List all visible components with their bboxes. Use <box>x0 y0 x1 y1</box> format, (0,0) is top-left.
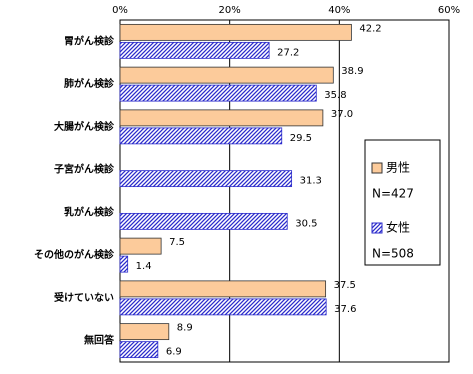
bar <box>119 237 162 255</box>
category-label: 子宮がん検診 <box>54 163 115 176</box>
legend-swatch <box>371 222 383 234</box>
legend-swatch <box>371 162 383 174</box>
bar <box>119 255 129 273</box>
value-label: 42.2 <box>359 23 381 34</box>
x-tick-label: 40% <box>328 5 350 16</box>
legend-note: N=427 <box>372 187 414 201</box>
value-label: 29.5 <box>290 133 312 144</box>
legend-label: 男性 <box>386 161 410 175</box>
value-label: 38.9 <box>341 66 363 77</box>
bar <box>119 341 159 359</box>
bar <box>119 280 327 298</box>
value-label: 35.8 <box>324 90 346 101</box>
value-label: 1.4 <box>136 261 152 272</box>
value-label: 37.6 <box>334 304 356 315</box>
bar <box>119 41 270 59</box>
value-label: 7.5 <box>169 237 185 248</box>
legend-note: N=508 <box>372 247 414 261</box>
bar <box>119 84 317 102</box>
x-tick-label: 20% <box>219 5 241 16</box>
bar <box>119 66 334 84</box>
category-label: 無回答 <box>84 334 115 347</box>
category-label: 受けていない <box>54 291 114 304</box>
value-label: 6.9 <box>166 347 182 358</box>
value-label: 37.0 <box>331 109 353 120</box>
legend-box <box>364 139 441 266</box>
bar <box>119 109 324 127</box>
x-tick-label: 0% <box>112 5 128 16</box>
value-label: 37.5 <box>334 280 356 291</box>
value-label: 31.3 <box>300 176 322 187</box>
bar <box>119 170 293 188</box>
category-label: その他のがん検診 <box>34 248 115 261</box>
value-label: 8.9 <box>177 323 193 334</box>
category-label: 大腸がん検診 <box>54 120 115 133</box>
legend-label: 女性 <box>386 220 410 235</box>
value-label: 30.5 <box>295 218 317 229</box>
category-label: 肺がん検診 <box>64 77 115 90</box>
bar <box>119 212 288 230</box>
x-tick-label: 60% <box>438 5 460 16</box>
bar <box>119 323 170 341</box>
bar <box>119 298 327 316</box>
category-label: 乳がん検診 <box>64 205 115 218</box>
bar <box>119 23 352 41</box>
category-label: 胃がん検診 <box>64 34 115 47</box>
bar <box>119 127 283 145</box>
value-label: 27.2 <box>277 47 299 58</box>
